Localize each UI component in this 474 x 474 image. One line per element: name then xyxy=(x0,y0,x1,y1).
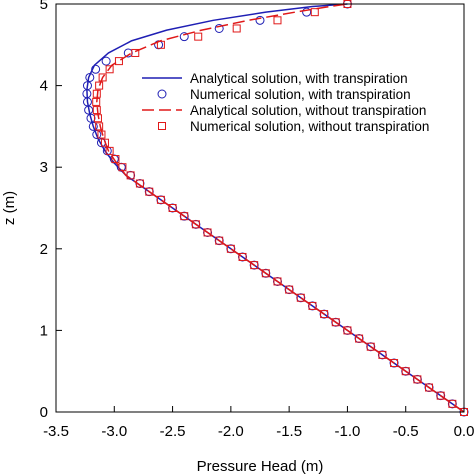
legend-item: Numerical solution, with transpiration xyxy=(157,87,411,102)
data-point-square xyxy=(156,40,165,49)
y-axis-title: z (m) xyxy=(1,191,18,225)
data-point-square xyxy=(425,383,434,392)
data-point-square xyxy=(100,138,109,147)
data-point-square xyxy=(273,16,282,25)
legend-swatch-circle xyxy=(157,89,167,99)
data-point-square xyxy=(105,65,114,74)
series-line xyxy=(86,3,465,413)
y-tick-label: 3 xyxy=(40,159,48,176)
data-point-circle xyxy=(92,130,102,140)
series-2 xyxy=(82,0,469,417)
y-tick-label: 2 xyxy=(40,241,48,258)
data-point-square xyxy=(310,8,319,17)
data-point-square xyxy=(92,89,101,98)
x-tick-label: -2.5 xyxy=(160,423,186,440)
data-point-square xyxy=(401,367,410,376)
y-tick-label: 1 xyxy=(40,322,48,339)
legend-item: Analytical solution, without transpirati… xyxy=(142,103,426,118)
data-point-square xyxy=(92,97,101,106)
data-point-square xyxy=(448,399,457,408)
data-point-square xyxy=(238,252,247,261)
plot-content xyxy=(82,0,469,417)
series-3 xyxy=(96,3,465,413)
data-point-circle xyxy=(88,121,98,131)
data-point-circle xyxy=(82,81,92,91)
data-point-square xyxy=(285,285,294,294)
data-point-square xyxy=(105,146,114,155)
data-point-square xyxy=(436,391,445,400)
data-point-square xyxy=(95,81,104,90)
legend: Analytical solution, with transpirationN… xyxy=(142,71,429,134)
data-point-circle xyxy=(86,113,96,123)
data-point-square xyxy=(261,269,270,278)
data-point-square xyxy=(215,236,224,245)
data-point-square xyxy=(308,301,317,310)
x-tick-label: -3.0 xyxy=(101,423,127,440)
data-point-square xyxy=(194,32,203,41)
x-axis-ticks: -3.5 -3.0 -2.5 -2.0 -1.5 -1.0 -0.5 0.0 xyxy=(43,406,474,440)
data-point-square xyxy=(203,228,212,237)
x-tick-label: -2.0 xyxy=(218,423,244,440)
y-tick-label: 4 xyxy=(40,78,48,95)
data-point-square xyxy=(331,318,340,327)
x-tick-label: -0.5 xyxy=(393,423,419,440)
data-point-square xyxy=(226,244,235,253)
data-point-square xyxy=(232,24,241,33)
data-point-square xyxy=(92,106,101,115)
x-tick-label: -1.0 xyxy=(334,423,360,440)
data-point-square xyxy=(296,293,305,302)
data-point-square xyxy=(191,220,200,229)
data-point-square xyxy=(118,163,127,172)
legend-label: Analytical solution, without transpirati… xyxy=(190,103,426,118)
x-tick-label: 0.0 xyxy=(454,423,474,440)
data-point-square xyxy=(366,342,375,351)
legend-label: Analytical solution, with transpiration xyxy=(190,71,408,86)
data-point-square xyxy=(98,73,107,82)
data-point-square xyxy=(93,114,102,123)
y-tick-label: 5 xyxy=(40,0,48,13)
data-point-square xyxy=(131,48,140,57)
legend-item: Numerical solution, without transpiratio… xyxy=(158,119,429,134)
data-point-square xyxy=(273,277,282,286)
data-point-square xyxy=(320,310,329,319)
plot-frame xyxy=(55,3,465,413)
legend-label: Numerical solution, without transpiratio… xyxy=(190,119,429,134)
data-point-square xyxy=(355,334,364,343)
data-point-square xyxy=(114,57,123,66)
data-point-square xyxy=(126,171,135,180)
x-tick-label: -1.5 xyxy=(276,423,302,440)
series-line xyxy=(96,3,465,413)
data-point-circle xyxy=(255,15,265,25)
data-point-circle xyxy=(123,48,133,58)
data-point-circle xyxy=(91,64,101,74)
data-point-circle xyxy=(85,72,95,82)
data-point-square xyxy=(156,195,165,204)
data-point-square xyxy=(378,350,387,359)
series-4 xyxy=(92,0,468,416)
data-point-square xyxy=(95,122,104,131)
data-point-square xyxy=(413,375,422,384)
data-point-square xyxy=(390,359,399,368)
data-point-square xyxy=(250,261,259,270)
y-tick-label: 0 xyxy=(40,404,48,421)
legend-swatch-square xyxy=(158,122,166,130)
series-1 xyxy=(86,3,465,413)
data-point-circle xyxy=(101,56,111,66)
x-axis-title: Pressure Head (m) xyxy=(197,458,324,474)
data-point-square xyxy=(168,204,177,212)
x-tick-label: -3.5 xyxy=(43,423,69,440)
data-point-square xyxy=(343,326,352,335)
data-point-circle xyxy=(302,7,312,17)
data-point-square xyxy=(111,155,120,164)
data-point-square xyxy=(97,130,106,139)
data-point-circle xyxy=(179,32,189,42)
legend-item: Analytical solution, with transpiration xyxy=(142,71,408,86)
data-point-square xyxy=(135,179,144,188)
data-point-square xyxy=(180,212,189,221)
y-axis-ticks: 0 1 2 3 4 5 xyxy=(40,0,62,421)
legend-label: Numerical solution, with transpiration xyxy=(190,87,411,102)
data-point-square xyxy=(145,187,154,196)
data-point-circle xyxy=(214,23,224,33)
